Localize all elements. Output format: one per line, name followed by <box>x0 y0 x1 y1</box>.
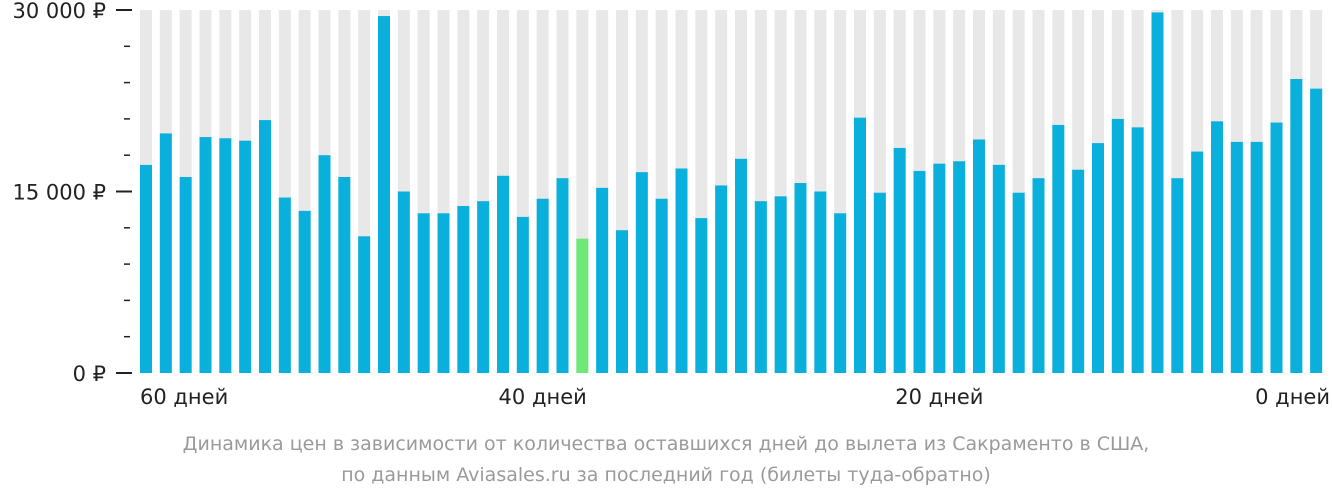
bar[interactable] <box>338 176 351 373</box>
bar[interactable] <box>1250 141 1263 373</box>
bar[interactable] <box>774 196 787 373</box>
bar[interactable] <box>457 206 470 373</box>
bar[interactable] <box>854 117 866 373</box>
bar[interactable] <box>675 168 688 373</box>
chart-caption-line-2: по данным Aviasales.ru за последний год … <box>341 464 991 486</box>
bar[interactable] <box>477 201 490 373</box>
bar[interactable] <box>1012 192 1025 373</box>
bar[interactable] <box>973 139 985 373</box>
y-axis: 0 ₽ 15 000 ₽ 30 000 ₽ <box>12 0 132 386</box>
bar[interactable] <box>1310 88 1323 374</box>
bar[interactable] <box>1230 141 1243 373</box>
bar[interactable] <box>397 191 410 374</box>
bar[interactable] <box>913 170 926 373</box>
x-tick-label: 20 дней <box>895 385 983 409</box>
bar[interactable] <box>1111 118 1124 374</box>
bar[interactable] <box>556 178 569 373</box>
bar[interactable] <box>1270 122 1283 373</box>
bar[interactable] <box>497 175 509 373</box>
bar[interactable] <box>219 138 232 373</box>
y-tick-label: 0 ₽ <box>73 362 106 386</box>
bar[interactable] <box>1092 143 1104 373</box>
bar[interactable] <box>635 172 648 373</box>
bar[interactable] <box>893 147 906 373</box>
y-tick-label: 15 000 ₽ <box>12 181 106 205</box>
bar[interactable] <box>1151 12 1164 373</box>
bars <box>140 12 1323 374</box>
bar[interactable] <box>1131 127 1144 374</box>
bar[interactable] <box>735 158 747 373</box>
bar[interactable] <box>933 163 946 373</box>
bar[interactable] <box>536 198 549 373</box>
background-columns <box>140 10 1323 373</box>
bar[interactable] <box>834 213 847 373</box>
bar[interactable] <box>616 230 628 373</box>
x-tick-label: 60 дней <box>140 385 228 409</box>
price-dynamics-chart: 0 ₽ 15 000 ₽ 30 000 ₽ 60 дней 40 дней 20 дне… <box>12 0 1330 409</box>
bar[interactable] <box>199 137 212 373</box>
bar[interactable] <box>516 216 529 373</box>
bar[interactable] <box>159 133 172 373</box>
bar[interactable] <box>358 236 371 373</box>
y-tick-label: 30 000 ₽ <box>12 0 106 23</box>
bar[interactable] <box>417 213 430 373</box>
bar[interactable] <box>1171 178 1184 373</box>
bar[interactable] <box>318 155 331 373</box>
bar[interactable] <box>1211 121 1223 373</box>
x-tick-label: 0 дней <box>1255 385 1330 409</box>
bar[interactable] <box>655 198 668 373</box>
bar[interactable] <box>140 164 152 373</box>
bar[interactable] <box>179 176 192 373</box>
bar[interactable] <box>278 197 291 373</box>
bar[interactable] <box>1191 151 1204 373</box>
bar[interactable] <box>239 140 252 373</box>
chart-caption-line-1: Динамика цен в зависимости от количества… <box>182 433 1150 455</box>
bar[interactable] <box>715 185 728 373</box>
bar[interactable] <box>298 210 311 373</box>
bar[interactable] <box>437 213 450 373</box>
bar[interactable] <box>873 192 886 373</box>
bar[interactable] <box>1052 124 1065 373</box>
bar[interactable] <box>1072 169 1085 373</box>
bar[interactable] <box>754 201 767 373</box>
bar[interactable] <box>1290 78 1303 373</box>
bar[interactable] <box>953 161 966 373</box>
bar[interactable] <box>814 191 827 374</box>
bar[interactable] <box>992 164 1005 373</box>
bar[interactable] <box>596 187 609 373</box>
bar-highlighted[interactable] <box>576 238 589 373</box>
x-axis: 60 дней 40 дней 20 дней 0 дней <box>140 385 1330 409</box>
bar[interactable] <box>378 16 390 374</box>
bar[interactable] <box>695 218 708 373</box>
x-tick-label: 40 дней <box>499 385 587 409</box>
bar[interactable] <box>259 120 271 373</box>
bar[interactable] <box>794 183 807 373</box>
bar[interactable] <box>1032 178 1045 373</box>
